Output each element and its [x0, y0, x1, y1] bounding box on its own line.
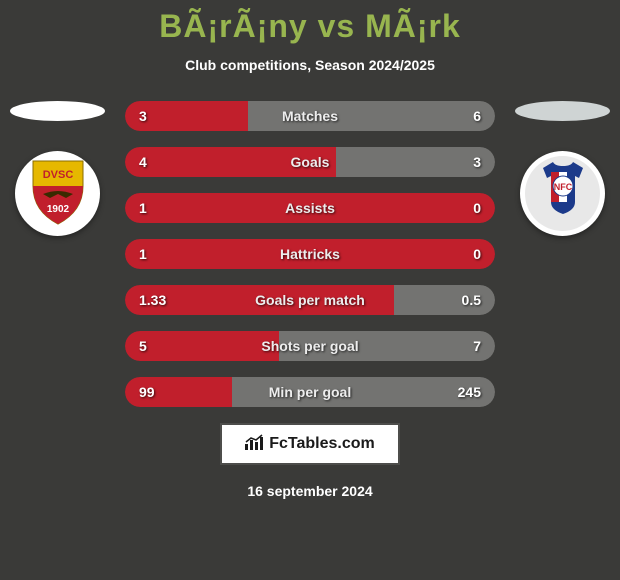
badge-right-text: NFC: [553, 182, 572, 192]
stat-bar: Min per goal 99 245: [125, 377, 495, 407]
stat-value-left: 3: [139, 108, 147, 124]
stat-label: Matches: [282, 108, 338, 124]
stat-bar: Shots per goal 5 7: [125, 331, 495, 361]
club-shield-left-icon: DVSC 1902: [28, 156, 88, 226]
stat-bar: Goals per match 1.33 0.5: [125, 285, 495, 315]
page-title: BÃ¡rÃ¡ny vs MÃ¡rk: [0, 0, 620, 45]
player-right-area: NFC: [515, 101, 610, 236]
player-left-silhouette: [10, 101, 105, 121]
stat-label: Assists: [285, 200, 335, 216]
stat-value-left: 1: [139, 200, 147, 216]
stat-value-left: 5: [139, 338, 147, 354]
player-left-area: DVSC 1902: [10, 101, 105, 236]
stat-label: Goals per match: [255, 292, 365, 308]
stat-bar: Goals 4 3: [125, 147, 495, 177]
stat-label: Min per goal: [269, 384, 351, 400]
club-badge-right: NFC: [520, 151, 605, 236]
badge-left-bottom-text: 1902: [46, 204, 69, 215]
footer-logo-text: FcTables.com: [269, 435, 375, 453]
stat-value-left: 1.33: [139, 292, 166, 308]
player-right-silhouette: [515, 101, 610, 121]
stat-value-right: 245: [458, 384, 481, 400]
footer-logo[interactable]: FcTables.com: [220, 423, 400, 465]
club-badge-left: DVSC 1902: [15, 151, 100, 236]
club-shield-right-icon: NFC: [531, 162, 595, 226]
club-badge-right-inner: NFC: [525, 156, 600, 231]
stat-value-right: 0: [473, 246, 481, 262]
footer-date: 16 september 2024: [0, 483, 620, 499]
stat-value-left: 1: [139, 246, 147, 262]
stat-bar: Matches 3 6: [125, 101, 495, 131]
stat-bar: Assists 1 0: [125, 193, 495, 223]
stat-value-right: 0.5: [462, 292, 481, 308]
stat-label: Shots per goal: [261, 338, 358, 354]
stat-segment-left: [125, 331, 279, 361]
stat-value-right: 0: [473, 200, 481, 216]
chart-icon: [245, 434, 265, 455]
stat-segment-right: [336, 147, 495, 177]
stat-label: Hattricks: [280, 246, 340, 262]
page-subtitle: Club competitions, Season 2024/2025: [0, 57, 620, 73]
stat-bar: Hattricks 1 0: [125, 239, 495, 269]
stat-value-left: 99: [139, 384, 155, 400]
stats-container: Matches 3 6 Goals 4 3 Assists 1 0 Hattricks 1 0 Goal…: [125, 101, 495, 407]
content-area: DVSC 1902 NFC Matches36Goals43Assists10H…: [0, 101, 620, 407]
stat-value-right: 6: [473, 108, 481, 124]
stat-value-right: 3: [473, 154, 481, 170]
stat-label: Goals: [291, 154, 330, 170]
badge-left-top-text: DVSC: [42, 169, 73, 181]
stat-value-right: 7: [473, 338, 481, 354]
stat-value-left: 4: [139, 154, 147, 170]
